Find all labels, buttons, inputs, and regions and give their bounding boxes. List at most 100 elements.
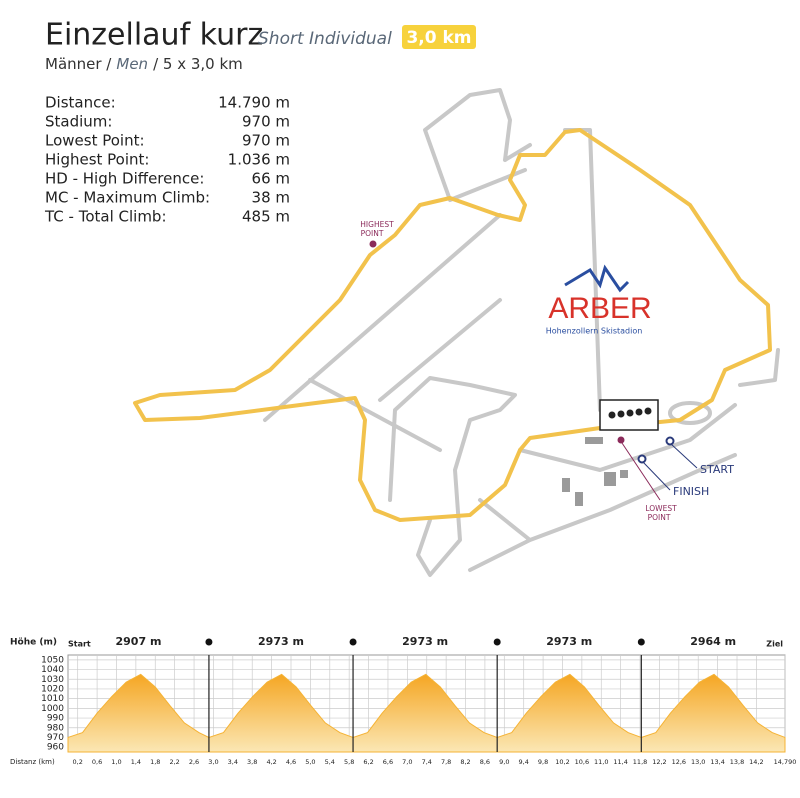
stat-label: Distance: xyxy=(45,94,116,112)
lowest-label: LOWEST xyxy=(645,504,677,513)
x-tick-label: 5,0 xyxy=(305,758,315,766)
x-tick-label: 1,8 xyxy=(150,758,160,766)
dot xyxy=(635,408,643,416)
x-tick-label: 12,2 xyxy=(652,758,666,766)
y-tick-label: 1010 xyxy=(41,694,64,704)
finish-marker xyxy=(637,454,647,464)
stat-value: 1.036 m xyxy=(228,151,290,169)
x-tick-label: 1,4 xyxy=(131,758,141,766)
x-tick-label: 7,8 xyxy=(441,758,451,766)
end-label: Ziel xyxy=(766,640,783,649)
stat-label: TC - Total Climb: xyxy=(44,208,167,226)
building xyxy=(562,478,570,492)
stat-value: 970 m xyxy=(242,113,290,131)
building xyxy=(575,492,583,506)
lowest-leader xyxy=(621,442,661,501)
highest-point-marker xyxy=(369,240,377,248)
lowest-point-marker xyxy=(617,436,625,444)
x-tick-label: 13,0 xyxy=(691,758,705,766)
x-tick-label: 2,2 xyxy=(169,758,179,766)
dot xyxy=(626,409,634,417)
x-tick-label: 0,2 xyxy=(73,758,83,766)
stats: Distance: 14.790 m Stadium: 970 m Lowest Poi… xyxy=(44,94,290,226)
finish-leader xyxy=(642,461,671,491)
logo-sub: Hohenzollern Skistadion xyxy=(546,327,643,336)
y-tick-label: 990 xyxy=(47,714,64,724)
x-axis-label: Distanz (km) xyxy=(10,758,55,766)
x-tick-label: 10,6 xyxy=(575,758,589,766)
start-label: Start xyxy=(68,640,91,649)
loop xyxy=(668,401,712,425)
subtitle: Männer / Men / 5 x 3,0 km xyxy=(45,55,243,73)
lap-label: 2973 m xyxy=(402,635,448,648)
x-tick-label: 6,2 xyxy=(363,758,373,766)
stat-value: 38 m xyxy=(252,189,290,207)
logo-icon xyxy=(564,264,630,293)
building xyxy=(620,470,628,478)
x-tick-label: 7,0 xyxy=(402,758,412,766)
x-tick-label: 5,8 xyxy=(344,758,354,766)
y-tick-label: 980 xyxy=(47,723,64,733)
road xyxy=(388,376,517,577)
x-tick-label: 3,0 xyxy=(208,758,218,766)
x-tick-label: 8,6 xyxy=(480,758,490,766)
start-marker xyxy=(665,436,675,446)
x-tick-label: 6,6 xyxy=(383,758,393,766)
lap-dot xyxy=(493,638,501,646)
badge: 3,0 km xyxy=(406,28,471,48)
x-tick-label: 13,8 xyxy=(730,758,744,766)
building xyxy=(585,437,603,444)
dot xyxy=(608,411,616,419)
x-tick-label: 3,8 xyxy=(247,758,257,766)
y-tick-label: 1050 xyxy=(41,655,64,665)
course xyxy=(133,128,772,522)
y-tick-label: 1040 xyxy=(41,665,64,675)
start-label: START xyxy=(700,463,734,476)
lap-dot xyxy=(349,638,357,646)
x-tick-label: 7,4 xyxy=(422,758,432,766)
stat-label: Highest Point: xyxy=(45,151,149,169)
x-tick-label: 5,4 xyxy=(325,758,335,766)
y-axis-label: Höhe (m) xyxy=(10,638,57,648)
x-tick-label: 13,4 xyxy=(710,758,724,766)
stat-label: MC - Maximum Climb: xyxy=(45,189,210,207)
road xyxy=(468,403,737,572)
logo: ARBER xyxy=(548,292,651,325)
lap-label: 2907 m xyxy=(116,635,162,648)
dot xyxy=(617,410,625,418)
stadium-dots xyxy=(608,407,652,419)
finish-label: FINISH xyxy=(673,485,709,498)
highest-label: POINT xyxy=(361,229,384,238)
building xyxy=(604,472,616,486)
lap-label: 2964 m xyxy=(690,635,736,648)
x-tick-label: 8,2 xyxy=(460,758,470,766)
lap-dot xyxy=(205,638,213,646)
x-tick-label: 1,0 xyxy=(111,758,121,766)
road xyxy=(263,213,502,452)
stat-value: 66 m xyxy=(252,170,290,188)
title-en: Short Individual xyxy=(258,29,392,49)
subtitle-en: Men xyxy=(116,55,148,73)
stadium-building xyxy=(599,399,659,431)
stat-value: 970 m xyxy=(242,132,290,150)
x-tick-label: 11,4 xyxy=(613,758,627,766)
dot xyxy=(644,407,652,415)
y-tick-label: 1000 xyxy=(41,704,64,714)
road xyxy=(563,128,602,412)
x-tick-label: 9,0 xyxy=(499,758,509,766)
x-tick-label: 4,2 xyxy=(266,758,276,766)
roads xyxy=(263,88,780,577)
stat-value: 14.790 m xyxy=(218,94,290,112)
x-tick-label: 14,790 xyxy=(774,758,797,766)
stat-label: Lowest Point: xyxy=(45,132,145,150)
x-tick-label: 10,2 xyxy=(555,758,569,766)
buildings xyxy=(562,437,628,506)
highest-label: HIGHEST xyxy=(360,220,394,229)
x-tick-label: 11,0 xyxy=(594,758,608,766)
title: Einzellauf kurz xyxy=(45,18,263,53)
y-tick-label: 970 xyxy=(47,733,64,743)
y-tick-label: 1030 xyxy=(41,675,64,685)
stat-value: 485 m xyxy=(242,208,290,226)
elevation-profile: Höhe (m) Start Ziel Distanz (km) 96097098099… xyxy=(10,635,796,766)
